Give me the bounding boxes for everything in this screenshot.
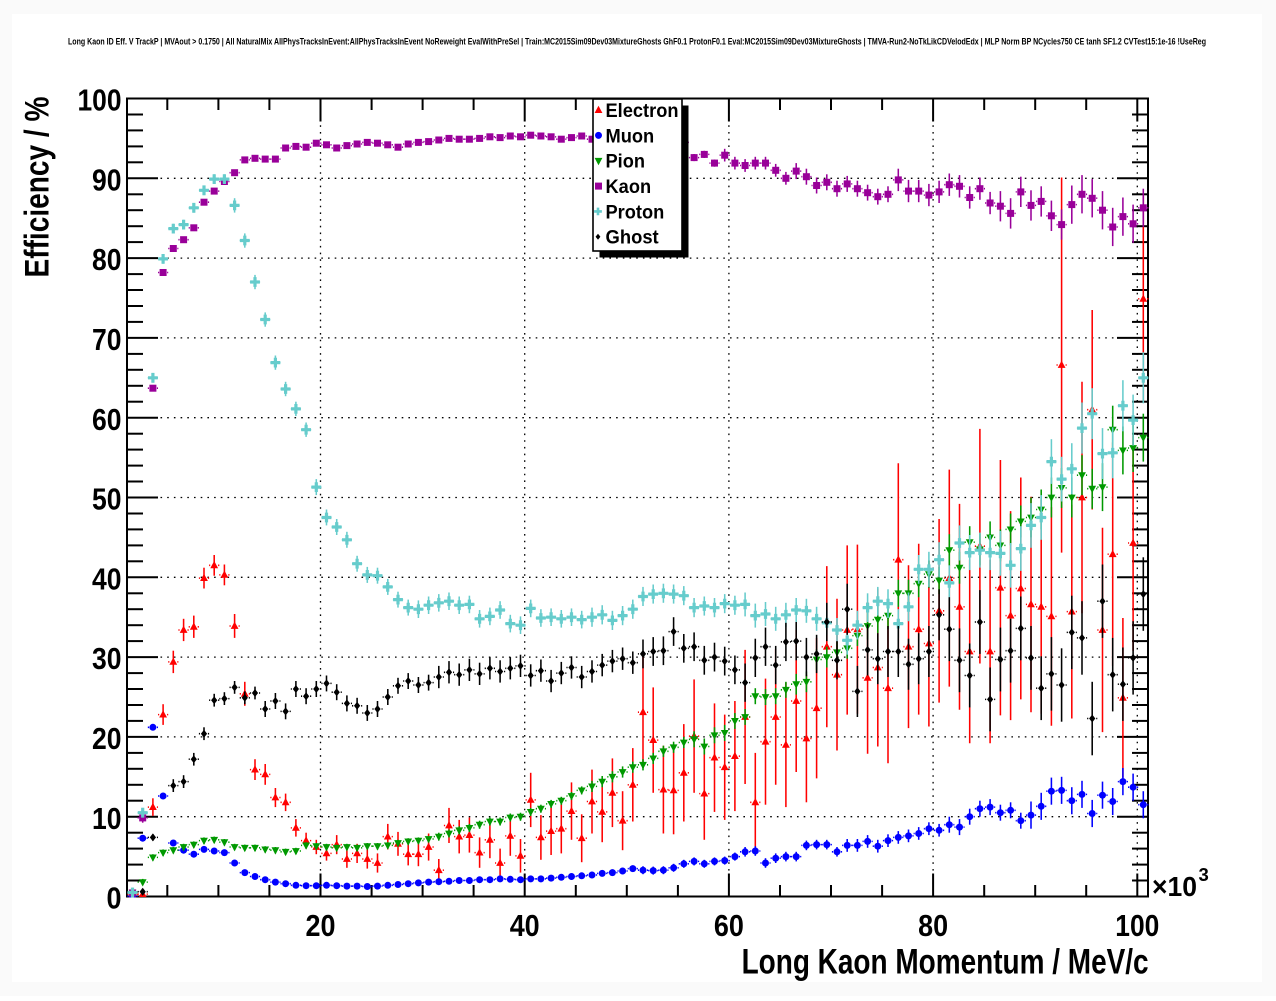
svg-text:20: 20 (306, 909, 336, 943)
svg-text:Kaon: Kaon (606, 176, 652, 198)
svg-text:70: 70 (92, 323, 122, 357)
svg-text:0: 0 (107, 882, 122, 916)
svg-text:100: 100 (78, 84, 122, 118)
svg-text:50: 50 (92, 483, 122, 517)
svg-text:60: 60 (92, 403, 122, 437)
svg-text:×10: ×10 (1152, 871, 1197, 902)
svg-text:20: 20 (92, 722, 122, 756)
svg-text:80: 80 (92, 243, 122, 277)
svg-text:Efficiency / %: Efficiency / % (19, 97, 57, 278)
svg-text:90: 90 (92, 163, 122, 197)
svg-text:3: 3 (1199, 864, 1209, 885)
svg-text:Long Kaon Momentum / MeV/c: Long Kaon Momentum / MeV/c (742, 943, 1149, 982)
svg-text:30: 30 (92, 642, 122, 676)
svg-text:40: 40 (92, 562, 122, 596)
svg-text:Ghost: Ghost (606, 227, 660, 249)
svg-text:Proton: Proton (606, 201, 665, 223)
svg-text:100: 100 (1115, 909, 1159, 943)
svg-text:Pion: Pion (606, 151, 646, 173)
svg-text:Long Kaon ID Eff. V TrackP | M: Long Kaon ID Eff. V TrackP | MVAout > 0.… (68, 37, 1206, 48)
svg-text:Electron: Electron (606, 100, 679, 122)
svg-text:Muon: Muon (606, 125, 655, 147)
svg-text:10: 10 (92, 802, 122, 836)
svg-text:40: 40 (510, 909, 540, 943)
svg-text:80: 80 (918, 909, 948, 943)
svg-text:60: 60 (714, 909, 744, 943)
